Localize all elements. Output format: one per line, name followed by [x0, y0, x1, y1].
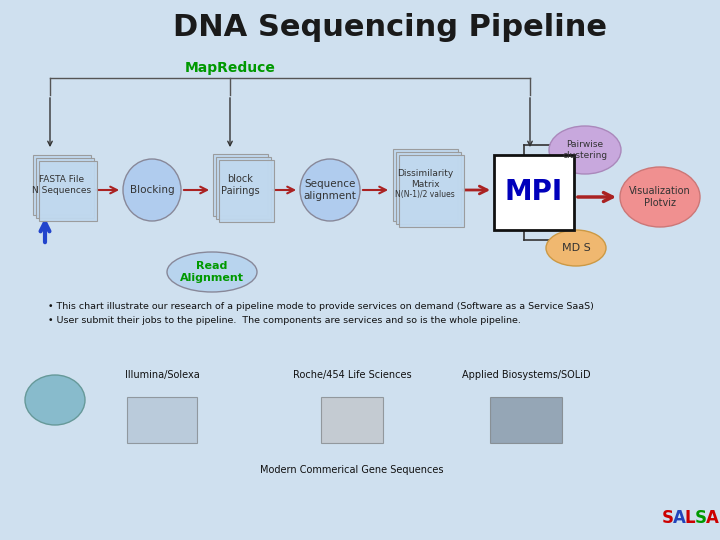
FancyBboxPatch shape: [321, 397, 383, 443]
Text: Illumina/Solexa: Illumina/Solexa: [125, 370, 199, 380]
Text: Blocking: Blocking: [130, 185, 174, 195]
Text: Dissimilarity
Matrix: Dissimilarity Matrix: [397, 170, 453, 188]
Text: MPI: MPI: [505, 179, 563, 206]
Ellipse shape: [25, 375, 85, 425]
FancyBboxPatch shape: [215, 157, 271, 219]
Text: MD S: MD S: [562, 243, 590, 253]
Ellipse shape: [300, 159, 360, 221]
Text: Modern Commerical Gene Sequences: Modern Commerical Gene Sequences: [260, 465, 444, 475]
Text: Visualization
Plotviz: Visualization Plotviz: [629, 186, 691, 208]
Text: • User submit their jobs to the pipeline.  The components are services and so is: • User submit their jobs to the pipeline…: [48, 316, 521, 325]
Text: N(N-1)/2 values: N(N-1)/2 values: [395, 191, 455, 199]
Text: S: S: [662, 509, 674, 527]
FancyBboxPatch shape: [36, 158, 94, 218]
Ellipse shape: [167, 252, 257, 292]
Text: FASTA File
N Sequences: FASTA File N Sequences: [32, 176, 91, 195]
Text: Applied Biosystems/SOLiD: Applied Biosystems/SOLiD: [462, 370, 590, 380]
FancyBboxPatch shape: [212, 154, 268, 216]
Ellipse shape: [123, 159, 181, 221]
Text: Pairwise
clustering: Pairwise clustering: [562, 140, 608, 160]
Text: L: L: [685, 509, 696, 527]
FancyBboxPatch shape: [392, 149, 457, 221]
Text: Read
Alignment: Read Alignment: [180, 261, 244, 283]
Text: • This chart illustrate our research of a pipeline mode to provide services on d: • This chart illustrate our research of …: [48, 302, 594, 311]
Text: block
Pairings: block Pairings: [221, 174, 259, 196]
Text: A: A: [672, 509, 685, 527]
FancyBboxPatch shape: [494, 155, 574, 230]
FancyBboxPatch shape: [398, 155, 464, 227]
FancyBboxPatch shape: [127, 397, 197, 443]
Text: Sequence
alignment: Sequence alignment: [304, 179, 356, 201]
FancyBboxPatch shape: [39, 161, 97, 221]
FancyBboxPatch shape: [490, 397, 562, 443]
FancyBboxPatch shape: [395, 152, 461, 224]
Text: A: A: [706, 509, 719, 527]
Text: DNA Sequencing Pipeline: DNA Sequencing Pipeline: [173, 14, 607, 43]
Text: S: S: [695, 509, 707, 527]
Text: Roche/454 Life Sciences: Roche/454 Life Sciences: [293, 370, 411, 380]
FancyBboxPatch shape: [33, 155, 91, 215]
Ellipse shape: [546, 230, 606, 266]
FancyBboxPatch shape: [218, 160, 274, 222]
Ellipse shape: [620, 167, 700, 227]
Text: MapReduce: MapReduce: [184, 61, 276, 75]
Text: Internet: Internet: [30, 400, 69, 410]
Ellipse shape: [549, 126, 621, 174]
